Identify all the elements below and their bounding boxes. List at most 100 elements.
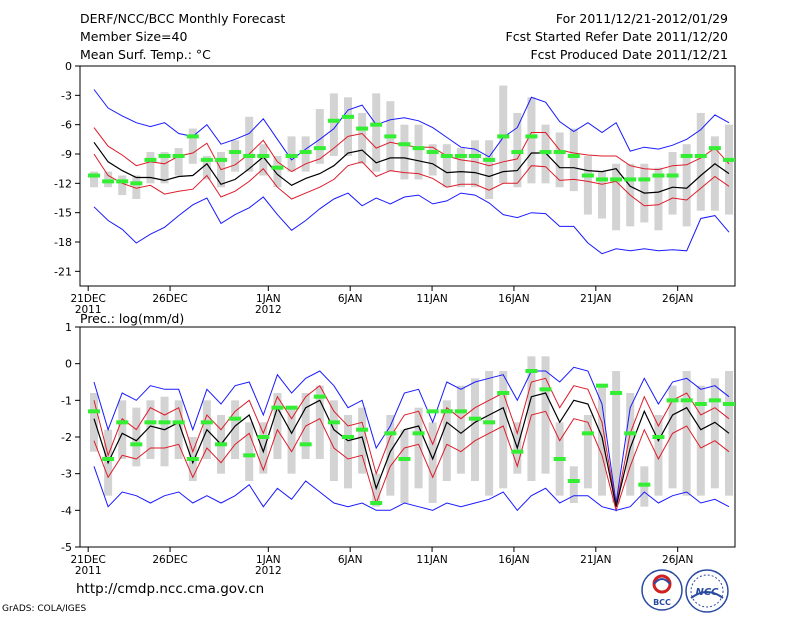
y-tick-label: -3 — [61, 468, 72, 481]
y-tick-label: -18 — [54, 236, 72, 249]
y-tick-label: -4 — [61, 504, 72, 517]
bcc-logo: BCC — [640, 568, 684, 616]
median-marker — [257, 435, 270, 439]
ensemble-spread-bar — [329, 400, 338, 481]
y-tick-label: -5 — [61, 541, 72, 554]
median-marker — [666, 398, 679, 403]
median-marker — [723, 157, 735, 162]
median-marker — [426, 409, 439, 414]
median-marker — [483, 157, 496, 162]
median-marker — [116, 179, 129, 184]
median-marker — [497, 134, 510, 139]
ensemble-spread-bar — [118, 175, 127, 196]
median-marker — [680, 398, 693, 403]
ensemble-spread-bar — [725, 124, 733, 215]
median-marker — [567, 479, 580, 483]
median-marker — [384, 431, 397, 436]
member-size: Member Size=40 — [80, 29, 188, 44]
x-tick-label: 26DEC — [152, 554, 187, 566]
median-marker — [539, 387, 552, 392]
median-marker — [454, 153, 467, 158]
ensemble-spread-bar — [174, 148, 183, 176]
median-marker — [497, 391, 510, 395]
median-marker — [313, 394, 326, 399]
median-marker — [525, 369, 538, 373]
median-marker — [723, 402, 735, 406]
x-tick-label: 6JAN — [338, 293, 363, 305]
median-marker — [229, 150, 242, 155]
ensemble-spread-bar — [583, 415, 592, 489]
ensemble-spread-bar — [654, 415, 663, 496]
ensemble-spread-bar — [569, 466, 578, 503]
y-tick-label: 0 — [65, 60, 72, 73]
ensemble-spread-bar — [668, 385, 677, 489]
bcc-logo-text: BCC — [653, 598, 671, 607]
median-marker — [299, 442, 312, 447]
median-marker — [384, 134, 397, 139]
ensemble-spread-bar — [612, 163, 621, 231]
ensemble-spread-bar — [710, 136, 719, 211]
median-marker — [694, 402, 707, 406]
y-tick-label: -15 — [54, 207, 72, 220]
series-max-line — [93, 366, 730, 504]
ensemble-spread-bar — [188, 128, 197, 164]
median-marker — [158, 420, 171, 425]
median-marker — [652, 173, 665, 178]
median-marker — [708, 146, 721, 151]
ensemble-spread-bar — [132, 175, 141, 199]
ensemble-spread-bar — [400, 124, 409, 180]
chart-title: DERF/NCC/BCC Monthly Forecast — [80, 11, 286, 26]
ensemble-spread-bar — [725, 371, 733, 496]
y-tick-label: -9 — [61, 148, 72, 161]
median-marker — [581, 431, 594, 436]
median-marker — [511, 150, 524, 155]
median-marker — [130, 181, 143, 186]
ensemble-spread-bar — [555, 132, 564, 188]
y-tick-label: 0 — [65, 358, 72, 371]
median-marker — [581, 173, 594, 178]
ensemble-spread-bar — [160, 396, 169, 467]
ensemble-spread-bar — [344, 415, 352, 489]
x-tick-label: 11JAN — [416, 554, 447, 566]
ensemble-spread-bar — [598, 171, 606, 219]
series-p90-line — [93, 377, 730, 507]
median-marker — [610, 391, 623, 395]
plot-frame — [79, 65, 736, 287]
y-tick-label: -1 — [61, 394, 72, 407]
series-min-line — [93, 466, 730, 512]
median-marker — [440, 409, 453, 414]
ensemble-spread-bar — [287, 407, 296, 474]
ensemble-spread-bar — [442, 144, 451, 188]
median-marker — [638, 482, 651, 487]
median-marker — [610, 177, 623, 182]
ensemble-spread-bar — [696, 385, 705, 496]
x-tick-label: 26JAN — [662, 554, 693, 566]
median-marker — [567, 153, 580, 158]
median-marker — [398, 142, 411, 147]
ensemble-spread-bar — [499, 371, 508, 489]
ensemble-spread-bar — [160, 152, 169, 184]
median-marker — [285, 405, 298, 410]
series-p10-line — [93, 153, 730, 207]
median-marker — [200, 157, 213, 162]
ensemble-spread-bar — [428, 144, 437, 176]
x-tick-year: 2012 — [255, 304, 282, 316]
median-marker — [327, 118, 340, 123]
ensemble-spread-bar — [710, 378, 719, 489]
y-tick-label: -2 — [61, 431, 72, 444]
y-tick-label: -12 — [54, 177, 72, 190]
source-url[interactable]: http://cmdp.ncc.cma.gov.cn — [76, 581, 265, 597]
x-tick-year: 2011 — [75, 304, 102, 316]
x-tick-label: 6JAN — [338, 554, 363, 566]
header-right: For 2011/12/21-2012/01/29 Fcst Started R… — [506, 10, 729, 64]
series-mean-line — [93, 141, 730, 194]
median-marker — [215, 442, 227, 447]
ensemble-spread-bar — [442, 400, 451, 481]
median-marker — [88, 409, 100, 414]
x-tick-label: 16JAN — [498, 554, 529, 566]
ensemble-spread-bar — [485, 140, 494, 199]
median-marker — [454, 409, 467, 414]
median-marker — [666, 173, 679, 178]
median-marker — [102, 179, 115, 184]
